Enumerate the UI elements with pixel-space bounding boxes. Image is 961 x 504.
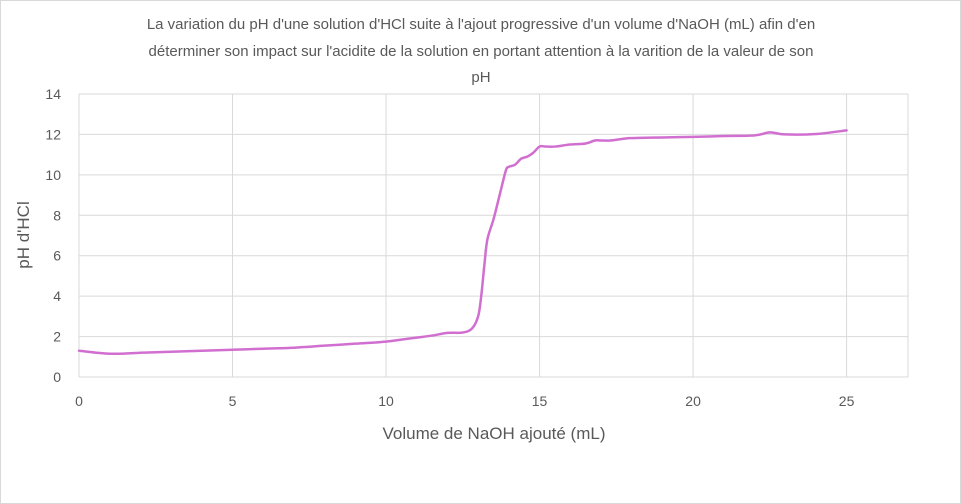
y-tick-label: 4 <box>53 288 61 304</box>
series-group <box>77 129 848 356</box>
y-tick-label: 10 <box>45 167 61 183</box>
x-tick-label: 25 <box>839 393 855 409</box>
y-tick-label: 6 <box>53 248 61 264</box>
y-tick-label: 8 <box>53 207 61 223</box>
chart-title: La variation du pH d'une solution d'HCl … <box>147 16 815 86</box>
x-tick-label: 15 <box>532 393 548 409</box>
chart-title-line: La variation du pH d'une solution d'HCl … <box>147 16 815 33</box>
x-axis-title: Volume de NaOH ajouté (mL) <box>383 424 606 443</box>
x-tick-label: 0 <box>75 393 83 409</box>
x-tick-label: 10 <box>378 393 394 409</box>
y-tick-label: 12 <box>45 126 61 142</box>
chart-title-line: pH <box>471 69 490 86</box>
y-axis-title: pH d'HCl <box>14 201 33 269</box>
y-tick-label: 14 <box>45 86 61 102</box>
gridlines <box>78 93 909 378</box>
x-tick-label: 5 <box>229 393 237 409</box>
y-tick-labels: 0 2 4 6 8 10 12 14 <box>45 86 61 385</box>
chart-title-line: déterminer son impact sur l'acidite de l… <box>149 43 814 60</box>
x-tick-label: 20 <box>685 393 701 409</box>
series-line <box>77 129 848 356</box>
y-tick-label: 0 <box>53 369 61 385</box>
x-tick-labels: 0 5 10 15 20 25 <box>75 393 854 409</box>
y-tick-label: 2 <box>53 329 61 345</box>
